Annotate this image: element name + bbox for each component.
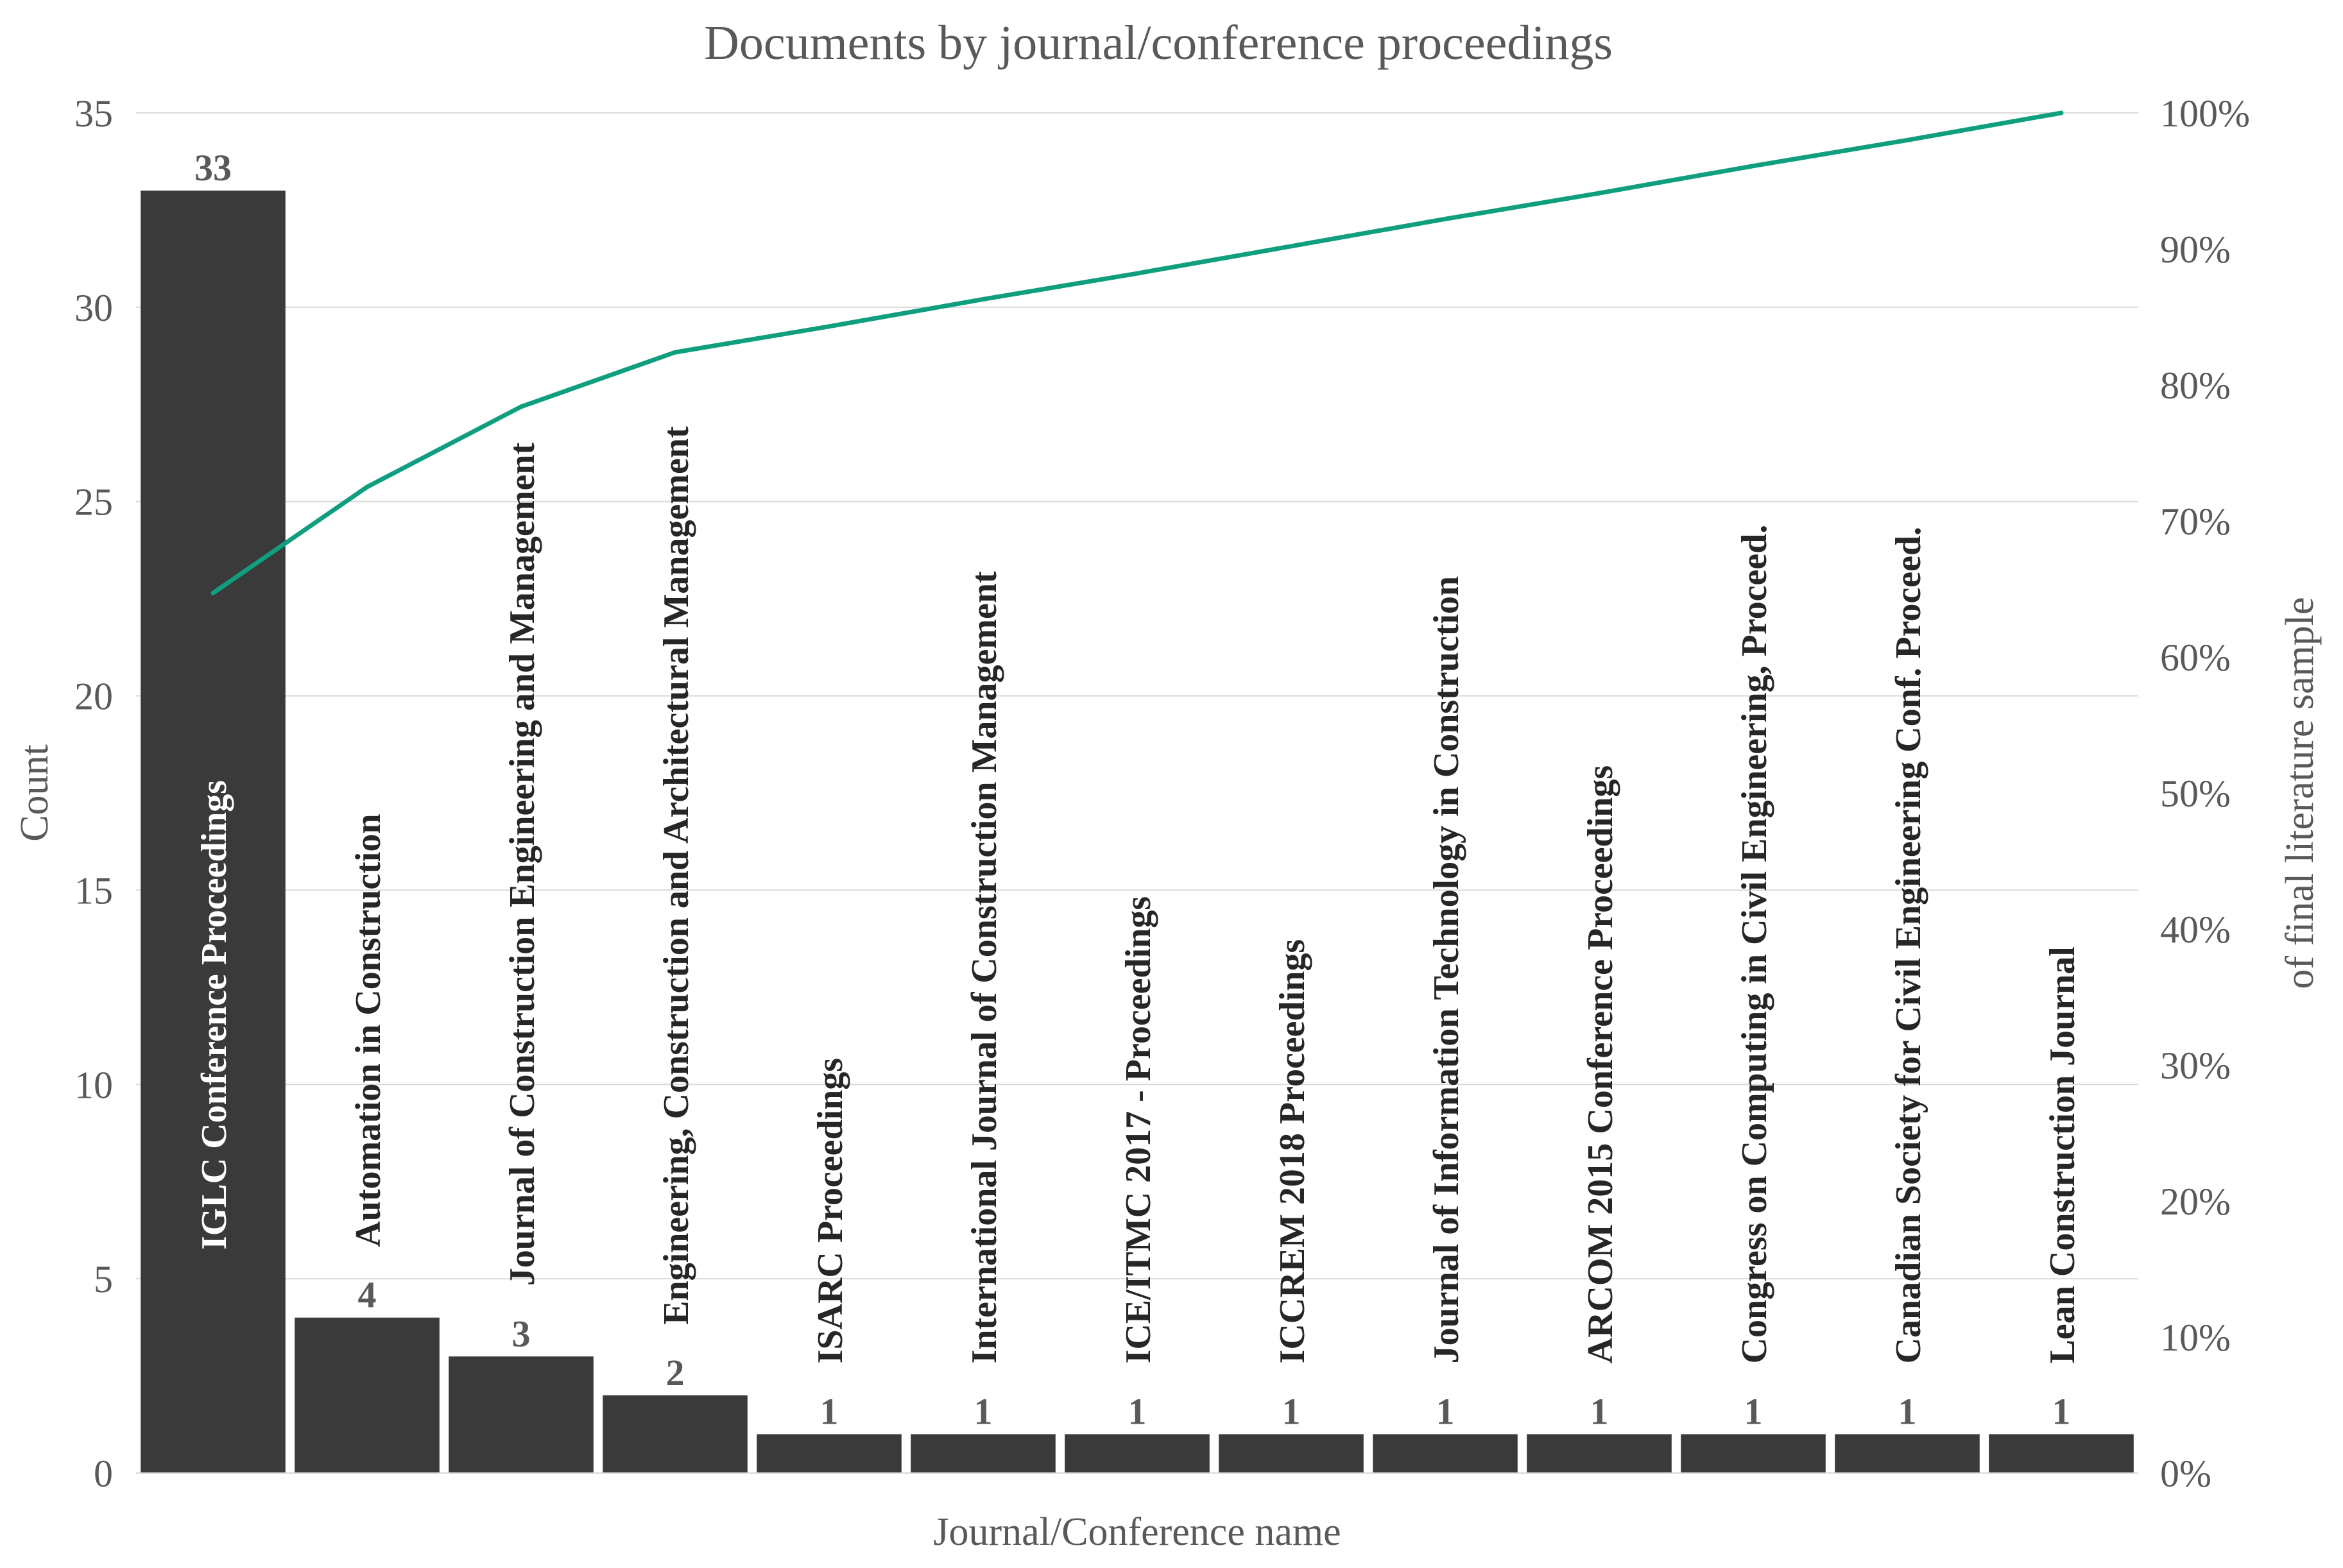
y2-tick-label: 60% bbox=[2160, 636, 2231, 679]
bar-value-label: 1 bbox=[974, 1390, 993, 1432]
bar-value-label: 1 bbox=[1282, 1390, 1301, 1432]
bars bbox=[141, 191, 2134, 1474]
bar-value-label: 1 bbox=[1590, 1390, 1609, 1432]
y2-tick-label: 90% bbox=[2160, 228, 2231, 271]
y-tick-label: 0 bbox=[94, 1453, 113, 1495]
x-axis-title: Journal/Conference name bbox=[933, 1510, 1341, 1554]
axes: 0 5 10 15 20 25 30 35 0% 10% 20% 30% 40% 50% 60% 70% 80%… bbox=[74, 92, 2250, 1495]
grid-lines bbox=[136, 112, 2138, 1474]
category-label: ARCOM 2015 Conference Proceedings bbox=[1581, 765, 1620, 1364]
bar bbox=[1373, 1434, 1518, 1473]
y-tick-label: 30 bbox=[74, 287, 113, 329]
cumulative-percentage-line-group bbox=[210, 110, 2064, 595]
bar-value-label: 1 bbox=[1744, 1390, 1763, 1432]
y2-tick-label: 10% bbox=[2160, 1317, 2231, 1359]
y-tick-label: 20 bbox=[74, 676, 113, 718]
bar-value-label: 1 bbox=[2052, 1390, 2071, 1432]
bar-value-label: 1 bbox=[1898, 1390, 1917, 1432]
category-label: Automation in Construction bbox=[348, 814, 388, 1247]
y-tick-label: 25 bbox=[74, 481, 113, 524]
y2-tick-label: 50% bbox=[2160, 772, 2231, 815]
category-label: Engineering, Construction and Architectu… bbox=[657, 426, 696, 1325]
y-tick-label: 35 bbox=[74, 92, 113, 135]
y-axis-title: Count bbox=[13, 744, 56, 842]
bar-value-label: 1 bbox=[1128, 1390, 1147, 1432]
bar bbox=[1527, 1434, 1672, 1473]
bar-labels: 33 IGLC Conference Proceedings 4 Automation… bbox=[194, 147, 2082, 1432]
category-label: ICCREM 2018 Proceedings bbox=[1273, 939, 1312, 1364]
chart-title: Documents by journal/conference proceedi… bbox=[704, 16, 1613, 70]
bar-value-label: 4 bbox=[358, 1274, 377, 1316]
y2-tick-label: 70% bbox=[2160, 500, 2231, 543]
bar bbox=[449, 1356, 594, 1473]
bar bbox=[757, 1434, 902, 1473]
cumulative-percentage-line bbox=[210, 110, 2064, 595]
y2-tick-label: 20% bbox=[2160, 1180, 2231, 1223]
category-label: Lean Construction Journal bbox=[2043, 946, 2082, 1363]
category-label: ISARC Proceedings bbox=[811, 1058, 850, 1364]
y-tick-label: 5 bbox=[94, 1258, 113, 1300]
bar bbox=[1219, 1434, 1364, 1473]
category-label: Congress on Computing in Civil Engineeri… bbox=[1735, 525, 1774, 1364]
bar bbox=[1681, 1434, 1826, 1473]
bar bbox=[1835, 1434, 1980, 1473]
bar bbox=[295, 1317, 440, 1473]
secondary-y-axis-title: of final literature sample bbox=[2278, 597, 2322, 989]
y-tick-label: 15 bbox=[74, 869, 113, 912]
y2-tick-label: 100% bbox=[2160, 92, 2250, 135]
category-label: Canadian Society for Civil Engineering C… bbox=[1889, 527, 1928, 1364]
bar bbox=[1989, 1434, 2134, 1473]
category-label: IGLC Conference Proceedings bbox=[194, 780, 234, 1250]
category-label: International Journal of Construction Ma… bbox=[965, 571, 1004, 1363]
bar bbox=[1065, 1434, 1210, 1473]
bar bbox=[603, 1395, 748, 1473]
category-label: Journal of Construction Engineering and … bbox=[502, 442, 542, 1286]
bar-value-label: 3 bbox=[512, 1313, 531, 1354]
bar-value-label: 2 bbox=[666, 1352, 685, 1393]
bar-value-label: 33 bbox=[194, 147, 232, 189]
category-label: Journal of Information Technology in Con… bbox=[1427, 576, 1466, 1364]
y2-tick-label: 80% bbox=[2160, 364, 2231, 407]
bar-value-label: 1 bbox=[820, 1390, 839, 1432]
category-label: ICE/ITMC 2017 - Proceedings bbox=[1119, 896, 1158, 1364]
bar-value-label: 1 bbox=[1436, 1390, 1455, 1432]
bar bbox=[911, 1434, 1056, 1473]
y2-tick-label: 30% bbox=[2160, 1044, 2231, 1087]
y2-tick-label: 40% bbox=[2160, 908, 2231, 951]
y-tick-label: 10 bbox=[74, 1064, 113, 1106]
y2-tick-label: 0% bbox=[2160, 1453, 2211, 1495]
bar bbox=[141, 191, 286, 1474]
